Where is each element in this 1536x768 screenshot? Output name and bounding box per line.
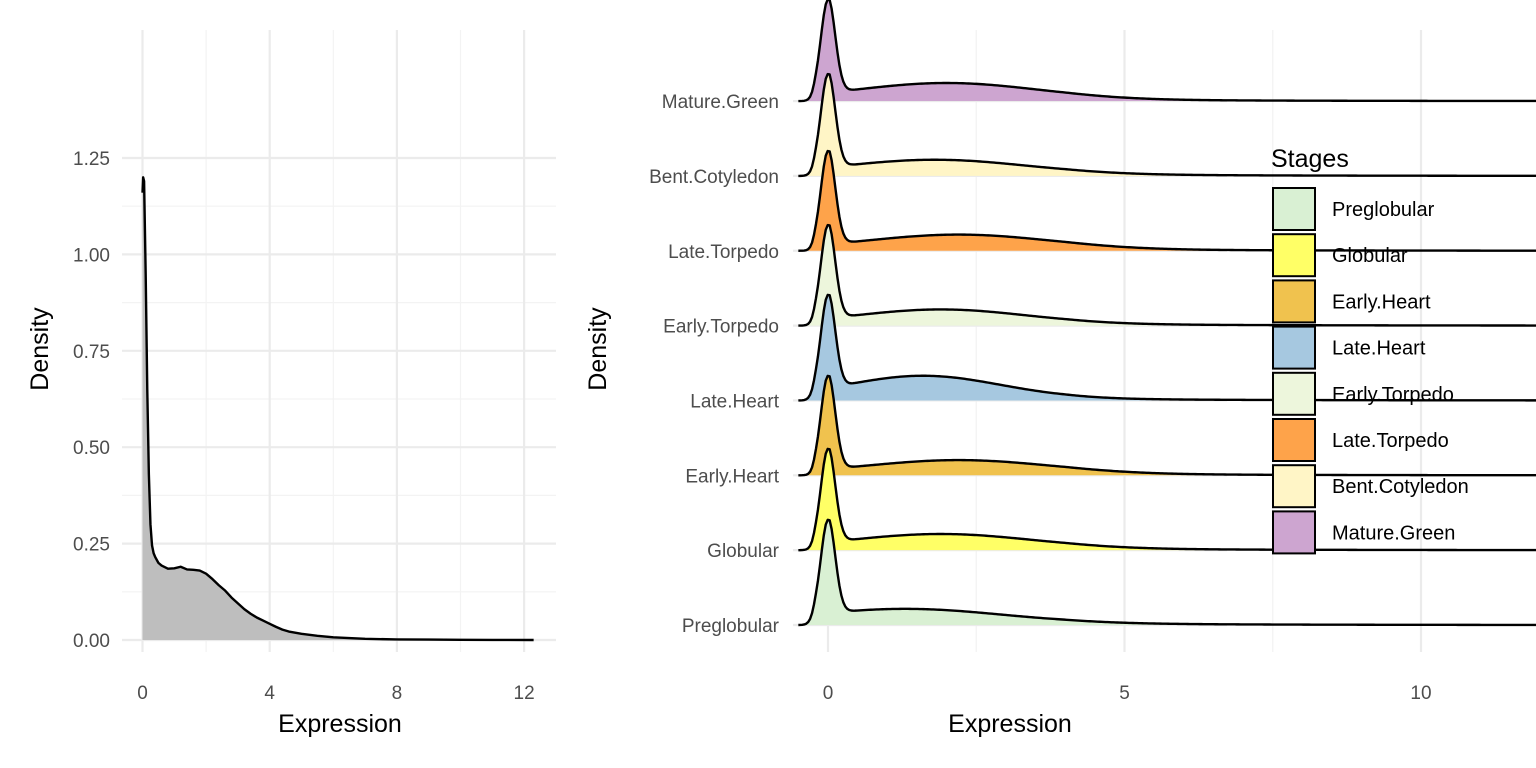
right-x-tick-labels: 0 5 10: [823, 683, 1432, 704]
ridge-Early.Heart: [798, 374, 1536, 477]
legend-label: Globular: [1332, 245, 1408, 267]
right-x-axis-title: Expression: [948, 710, 1072, 738]
legend: Stages Preglobular Globular Early.Heart Lat…: [1271, 145, 1469, 555]
ridge-curve: [798, 293, 1536, 402]
left-x-tick-label: 4: [264, 683, 275, 704]
ridge-area: [798, 74, 1536, 176]
ridge-Preglobular: [798, 518, 1536, 627]
legend-swatch: [1272, 371, 1316, 416]
legend-item: Late.Torpedo: [1272, 418, 1449, 462]
left-y-tick-label: 0.25: [73, 535, 110, 556]
legend-swatch: [1272, 187, 1316, 231]
ridge-curve: [798, 149, 1536, 252]
ridge-area: [798, 225, 1536, 326]
ridge-Globular: [798, 447, 1536, 552]
legend-item: Early.Heart: [1272, 279, 1431, 324]
legend-swatch: [1272, 418, 1316, 462]
ridge-curve: [798, 518, 1536, 627]
left-y-tick-label: 1.00: [73, 245, 110, 266]
right-x-tick-label: 0: [823, 683, 834, 704]
ridge-Early.Torpedo: [798, 223, 1536, 327]
density-area: [142, 177, 534, 640]
legend-swatch: [1272, 510, 1316, 555]
legend-item: Preglobular: [1272, 187, 1435, 231]
left-x-tick-label: 12: [514, 683, 535, 704]
left-y-tick-label: 0.50: [73, 438, 110, 459]
left-density-panel: 0.00 0.25 0.50 0.75 1.00 1.25 0 4 8 12 Expressio…: [26, 30, 556, 738]
ridge-curve: [798, 374, 1536, 477]
ridge-Bent.Cotyledon: [798, 72, 1536, 178]
legend-item: Globular: [1272, 233, 1408, 278]
right-x-tick-label: 5: [1119, 683, 1130, 704]
left-y-axis-title: Density: [26, 307, 54, 391]
ridgeline-panel: Preglobular Globular Early.Heart Late.Heart…: [584, 0, 1536, 738]
ridge-curve: [798, 72, 1536, 178]
left-x-tick-label: 8: [392, 683, 403, 704]
left-gridlines: [122, 30, 556, 652]
ridges: [798, 0, 1536, 627]
legend-label: Mature.Green: [1332, 522, 1455, 544]
legend-label: Early.Torpedo: [1332, 384, 1454, 406]
legend-label: Early.Heart: [1332, 291, 1431, 313]
right-y-tick-labels: Preglobular Globular Early.Heart Late.Heart…: [649, 92, 780, 637]
ridge-Late.Heart: [798, 293, 1536, 402]
ridge-curve: [798, 0, 1536, 103]
ridge-Late.Torpedo: [798, 149, 1536, 252]
right-y-category-label: Bent.Cotyledon: [649, 167, 779, 188]
left-x-tick-label: 0: [137, 683, 148, 704]
right-y-category-label: Globular: [707, 541, 779, 562]
ridge-area: [798, 519, 1536, 625]
right-y-category-label: Late.Torpedo: [668, 242, 779, 263]
right-y-category-label: Mature.Green: [662, 92, 779, 113]
legend-swatch: [1272, 279, 1316, 324]
legend-item: Bent.Cotyledon: [1272, 464, 1469, 509]
legend-item: Late.Heart: [1272, 325, 1426, 370]
legend-swatch: [1272, 233, 1316, 278]
left-y-tick-label: 0.00: [73, 631, 110, 652]
left-x-axis-title: Expression: [278, 710, 402, 738]
legend-label: Preglobular: [1332, 199, 1435, 221]
ridge-area: [798, 0, 1536, 102]
legend-swatch: [1272, 325, 1316, 370]
ridge-Mature.Green: [798, 0, 1536, 103]
right-y-category-label: Preglobular: [682, 616, 780, 637]
ridge-area: [798, 448, 1536, 551]
left-y-tick-label: 0.75: [73, 342, 110, 363]
right-y-category-label: Early.Heart: [685, 466, 779, 487]
ridge-curve: [798, 223, 1536, 327]
legend-label: Bent.Cotyledon: [1332, 476, 1469, 498]
left-x-tick-labels: 0 4 8 12: [137, 683, 534, 704]
left-y-tick-labels: 0.00 0.25 0.50 0.75 1.00 1.25: [73, 149, 110, 652]
legend-label: Late.Torpedo: [1332, 430, 1449, 452]
left-y-tick-label: 1.25: [73, 149, 110, 170]
right-y-category-label: Early.Torpedo: [663, 317, 779, 338]
legend-swatch: [1272, 464, 1316, 509]
density-curve: [141, 176, 534, 642]
right-y-category-label: Late.Heart: [690, 391, 779, 412]
right-x-tick-label: 10: [1410, 683, 1431, 704]
ridge-area: [798, 294, 1536, 401]
right-y-axis-title: Density: [584, 307, 612, 391]
legend-item: Mature.Green: [1272, 510, 1455, 555]
legend-item: Early.Torpedo: [1272, 371, 1454, 416]
ridge-curve: [798, 447, 1536, 552]
legend-items: Preglobular Globular Early.Heart Late.Heart…: [1272, 187, 1469, 555]
legend-title: Stages: [1271, 145, 1349, 173]
legend-label: Late.Heart: [1332, 338, 1426, 360]
